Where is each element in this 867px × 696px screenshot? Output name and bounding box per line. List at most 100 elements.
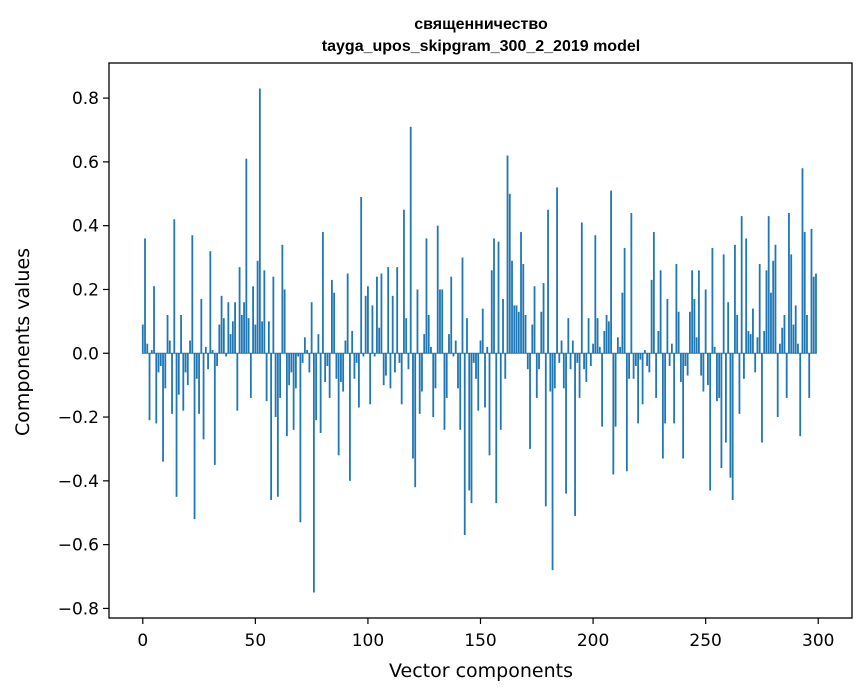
bar: [490, 270, 493, 354]
bar: [382, 353, 385, 386]
bar: [391, 295, 394, 354]
bar: [360, 196, 363, 354]
bar: [333, 292, 336, 354]
bar: [589, 353, 592, 367]
bar: [497, 241, 500, 354]
bar: [243, 302, 245, 354]
bar: [207, 353, 209, 370]
bar: [326, 353, 329, 367]
bar: [688, 311, 691, 354]
bar: [222, 318, 225, 354]
bar: [517, 311, 520, 354]
bar: [265, 353, 268, 402]
bar: [335, 353, 338, 379]
bar: [594, 235, 597, 354]
bar: [459, 353, 462, 430]
bar: [801, 168, 804, 354]
bar: [547, 209, 549, 354]
bar: [713, 346, 716, 354]
bar: [707, 353, 709, 386]
bar: [432, 353, 435, 418]
bar: [405, 318, 408, 354]
y-tick-label: −0.2: [58, 408, 99, 428]
bar: [513, 305, 516, 354]
bar: [774, 244, 777, 354]
bar: [387, 267, 390, 354]
bar: [353, 353, 356, 379]
bar: [702, 353, 705, 392]
bar: [607, 321, 610, 354]
bar: [146, 343, 149, 354]
bar: [162, 353, 164, 462]
bar: [788, 212, 790, 354]
bar: [583, 353, 585, 370]
bar: [362, 353, 365, 357]
bar: [657, 330, 660, 354]
bar: [443, 353, 446, 430]
bar: [576, 353, 579, 363]
bar: [236, 353, 239, 411]
bar: [520, 232, 522, 354]
bar: [234, 302, 236, 354]
bar: [639, 353, 642, 360]
bar: [385, 353, 387, 376]
bar: [691, 270, 694, 354]
bar: [472, 353, 475, 363]
bar: [765, 270, 768, 354]
bar: [416, 289, 419, 354]
bar: [670, 343, 673, 354]
bar: [430, 346, 432, 354]
bar: [538, 353, 540, 370]
bar: [220, 295, 223, 354]
bar: [218, 324, 221, 354]
bar: [614, 353, 617, 427]
bar: [592, 343, 594, 354]
y-axis-label: Components values: [12, 248, 34, 436]
bar: [371, 305, 374, 354]
bar: [797, 343, 799, 354]
bar: [488, 353, 491, 456]
bar: [677, 311, 680, 354]
bar: [337, 353, 340, 456]
bar: [686, 353, 689, 376]
x-tick-label: 150: [464, 631, 496, 651]
bar: [312, 353, 315, 593]
bar: [195, 353, 198, 379]
bar: [716, 353, 718, 402]
bar: [213, 353, 216, 465]
bar: [330, 279, 333, 354]
bar: [225, 353, 227, 357]
bar: [632, 353, 635, 379]
bar: [727, 302, 730, 354]
bar: [272, 276, 275, 354]
bar: [531, 324, 534, 354]
bar: [409, 126, 412, 354]
bar: [198, 353, 200, 414]
bar: [623, 248, 626, 354]
bar: [175, 353, 178, 497]
bar: [184, 353, 187, 373]
bar: [666, 299, 669, 354]
bar: [180, 314, 182, 354]
bar: [202, 353, 205, 440]
bar: [558, 353, 561, 363]
bar: [171, 353, 173, 414]
bar: [301, 353, 304, 363]
bar: [684, 353, 687, 367]
bar: [695, 337, 698, 354]
bar: [743, 353, 745, 379]
bar: [495, 353, 498, 504]
bar: [191, 235, 194, 354]
bar: [569, 353, 572, 370]
bar: [475, 353, 477, 379]
bar: [738, 353, 741, 414]
bar: [556, 187, 558, 354]
bar: [601, 353, 603, 427]
bar: [193, 353, 196, 520]
bar: [177, 353, 180, 395]
bar: [258, 88, 261, 354]
bar: [439, 289, 441, 354]
bar: [303, 337, 306, 354]
bar: [380, 273, 383, 354]
bar: [267, 321, 270, 354]
